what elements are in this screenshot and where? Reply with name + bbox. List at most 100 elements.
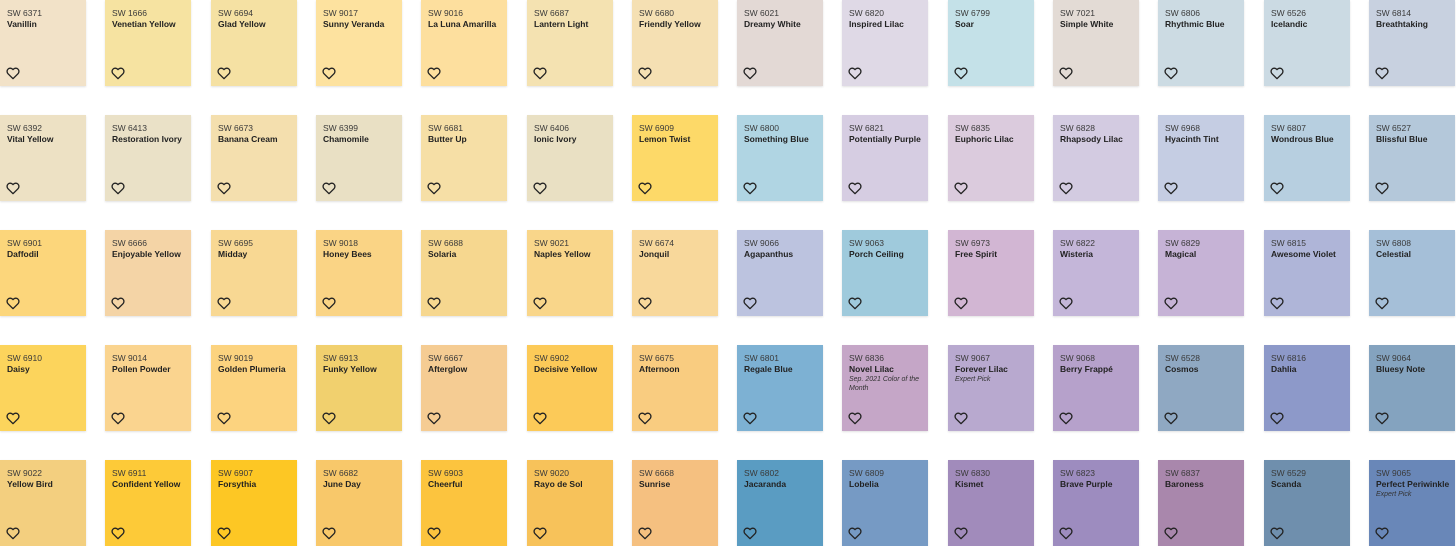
color-swatch-card[interactable]: SW 9017 Sunny Veranda xyxy=(316,0,402,86)
heart-icon[interactable] xyxy=(1374,525,1390,541)
color-swatch-card[interactable]: SW 6815 Awesome Violet xyxy=(1264,230,1350,316)
color-swatch-card[interactable]: SW 6902 Decisive Yellow xyxy=(527,345,613,431)
color-swatch-card[interactable]: SW 6371 Vanillin xyxy=(0,0,86,86)
color-swatch-card[interactable]: SW 9067 Forever Lilac Expert Pick xyxy=(948,345,1034,431)
heart-icon[interactable] xyxy=(637,180,653,196)
heart-icon[interactable] xyxy=(216,295,232,311)
color-swatch-card[interactable]: SW 6674 Jonquil xyxy=(632,230,718,316)
heart-icon[interactable] xyxy=(637,65,653,81)
heart-icon[interactable] xyxy=(1269,410,1285,426)
heart-icon[interactable] xyxy=(532,65,548,81)
heart-icon[interactable] xyxy=(953,180,969,196)
color-swatch-card[interactable]: SW 6673 Banana Cream xyxy=(211,115,297,201)
heart-icon[interactable] xyxy=(742,295,758,311)
heart-icon[interactable] xyxy=(742,410,758,426)
color-swatch-card[interactable]: SW 6406 Ionic Ivory xyxy=(527,115,613,201)
heart-icon[interactable] xyxy=(532,410,548,426)
color-swatch-card[interactable]: SW 9020 Rayo de Sol xyxy=(527,460,613,546)
color-swatch-card[interactable]: SW 9021 Naples Yellow xyxy=(527,230,613,316)
color-swatch-card[interactable]: SW 9063 Porch Ceiling xyxy=(842,230,928,316)
color-swatch-card[interactable]: SW 9065 Perfect Periwinkle Expert Pick xyxy=(1369,460,1455,546)
heart-icon[interactable] xyxy=(110,295,126,311)
color-swatch-card[interactable]: SW 6806 Rhythmic Blue xyxy=(1158,0,1244,86)
color-swatch-card[interactable]: SW 6821 Potentially Purple xyxy=(842,115,928,201)
heart-icon[interactable] xyxy=(1374,180,1390,196)
color-swatch-card[interactable]: SW 6973 Free Spirit xyxy=(948,230,1034,316)
color-swatch-card[interactable]: SW 6913 Funky Yellow xyxy=(316,345,402,431)
heart-icon[interactable] xyxy=(953,295,969,311)
color-swatch-card[interactable]: SW 6529 Scanda xyxy=(1264,460,1350,546)
heart-icon[interactable] xyxy=(1163,410,1179,426)
heart-icon[interactable] xyxy=(532,525,548,541)
color-swatch-card[interactable]: SW 6968 Hyacinth Tint xyxy=(1158,115,1244,201)
color-swatch-card[interactable]: SW 6399 Chamomile xyxy=(316,115,402,201)
heart-icon[interactable] xyxy=(847,410,863,426)
color-swatch-card[interactable]: SW 1666 Venetian Yellow xyxy=(105,0,191,86)
color-swatch-card[interactable]: SW 6820 Inspired Lilac xyxy=(842,0,928,86)
heart-icon[interactable] xyxy=(110,525,126,541)
color-swatch-card[interactable]: SW 6682 June Day xyxy=(316,460,402,546)
color-swatch-card[interactable]: SW 6021 Dreamy White xyxy=(737,0,823,86)
color-swatch-card[interactable]: SW 6668 Sunrise xyxy=(632,460,718,546)
color-swatch-card[interactable]: SW 6528 Cosmos xyxy=(1158,345,1244,431)
color-swatch-card[interactable]: SW 9068 Berry Frappé xyxy=(1053,345,1139,431)
heart-icon[interactable] xyxy=(426,410,442,426)
heart-icon[interactable] xyxy=(1374,410,1390,426)
color-swatch-card[interactable]: SW 6688 Solaria xyxy=(421,230,507,316)
heart-icon[interactable] xyxy=(742,65,758,81)
heart-icon[interactable] xyxy=(1269,525,1285,541)
color-swatch-card[interactable]: SW 6681 Butter Up xyxy=(421,115,507,201)
color-swatch-card[interactable]: SW 6800 Something Blue xyxy=(737,115,823,201)
heart-icon[interactable] xyxy=(5,295,21,311)
heart-icon[interactable] xyxy=(953,410,969,426)
color-swatch-card[interactable]: SW 6837 Baroness xyxy=(1158,460,1244,546)
color-swatch-card[interactable]: SW 6526 Icelandic xyxy=(1264,0,1350,86)
color-swatch-card[interactable]: SW 6687 Lantern Light xyxy=(527,0,613,86)
color-swatch-card[interactable]: SW 9019 Golden Plumeria xyxy=(211,345,297,431)
heart-icon[interactable] xyxy=(426,525,442,541)
heart-icon[interactable] xyxy=(5,180,21,196)
heart-icon[interactable] xyxy=(5,525,21,541)
heart-icon[interactable] xyxy=(1058,295,1074,311)
heart-icon[interactable] xyxy=(637,410,653,426)
color-swatch-card[interactable]: SW 6910 Daisy xyxy=(0,345,86,431)
heart-icon[interactable] xyxy=(637,295,653,311)
color-swatch-card[interactable]: SW 6799 Soar xyxy=(948,0,1034,86)
color-swatch-card[interactable]: SW 6822 Wisteria xyxy=(1053,230,1139,316)
color-swatch-card[interactable]: SW 6392 Vital Yellow xyxy=(0,115,86,201)
heart-icon[interactable] xyxy=(953,525,969,541)
heart-icon[interactable] xyxy=(216,65,232,81)
heart-icon[interactable] xyxy=(1269,180,1285,196)
color-swatch-card[interactable]: SW 6830 Kismet xyxy=(948,460,1034,546)
color-swatch-card[interactable]: SW 6666 Enjoyable Yellow xyxy=(105,230,191,316)
color-swatch-card[interactable]: SW 6807 Wondrous Blue xyxy=(1264,115,1350,201)
heart-icon[interactable] xyxy=(532,180,548,196)
heart-icon[interactable] xyxy=(216,410,232,426)
heart-icon[interactable] xyxy=(1058,525,1074,541)
heart-icon[interactable] xyxy=(110,65,126,81)
color-swatch-card[interactable]: SW 6808 Celestial xyxy=(1369,230,1455,316)
color-swatch-card[interactable]: SW 9016 La Luna Amarilla xyxy=(421,0,507,86)
heart-icon[interactable] xyxy=(1269,295,1285,311)
heart-icon[interactable] xyxy=(1163,295,1179,311)
color-swatch-card[interactable]: SW 6816 Dahlia xyxy=(1264,345,1350,431)
heart-icon[interactable] xyxy=(321,525,337,541)
heart-icon[interactable] xyxy=(5,65,21,81)
heart-icon[interactable] xyxy=(1058,65,1074,81)
color-swatch-card[interactable]: SW 6802 Jacaranda xyxy=(737,460,823,546)
color-swatch-card[interactable]: SW 6801 Regale Blue xyxy=(737,345,823,431)
heart-icon[interactable] xyxy=(110,180,126,196)
heart-icon[interactable] xyxy=(5,410,21,426)
heart-icon[interactable] xyxy=(1058,180,1074,196)
color-swatch-card[interactable]: SW 6694 Glad Yellow xyxy=(211,0,297,86)
color-swatch-card[interactable]: SW 9018 Honey Bees xyxy=(316,230,402,316)
heart-icon[interactable] xyxy=(742,180,758,196)
color-swatch-card[interactable]: SW 6836 Novel Lilac Sep. 2021 Color of the… xyxy=(842,345,928,431)
color-swatch-card[interactable]: SW 6413 Restoration Ivory xyxy=(105,115,191,201)
heart-icon[interactable] xyxy=(742,525,758,541)
heart-icon[interactable] xyxy=(216,180,232,196)
color-swatch-card[interactable]: SW 6667 Afterglow xyxy=(421,345,507,431)
color-swatch-card[interactable]: SW 9064 Bluesy Note xyxy=(1369,345,1455,431)
heart-icon[interactable] xyxy=(1374,295,1390,311)
heart-icon[interactable] xyxy=(321,410,337,426)
